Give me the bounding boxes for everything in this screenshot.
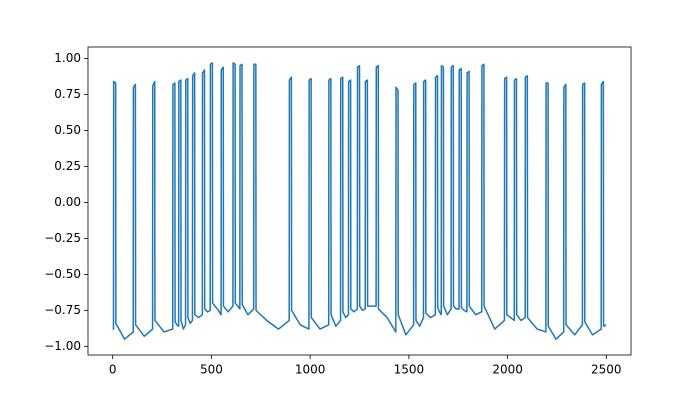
x-tick-label: 1500 xyxy=(394,363,425,377)
x-tick-label: 2000 xyxy=(492,363,523,377)
y-tick-label: 0.25 xyxy=(54,159,81,173)
y-tick-label: −0.75 xyxy=(44,303,81,317)
x-tick-label: 500 xyxy=(200,363,223,377)
y-tick-label: 0.75 xyxy=(54,87,81,101)
y-tick-label: −0.25 xyxy=(44,231,81,245)
y-tick-label: 1.00 xyxy=(54,51,81,65)
y-tick-label: −1.00 xyxy=(44,339,81,353)
y-tick-label: 0.50 xyxy=(54,123,81,137)
y-tick-label: 0.00 xyxy=(54,195,81,209)
axes-frame xyxy=(87,46,632,356)
y-tick-label: −0.50 xyxy=(44,267,81,281)
x-tick-label: 0 xyxy=(109,363,117,377)
x-tick-label: 1000 xyxy=(295,363,326,377)
x-tick-label: 2500 xyxy=(591,363,622,377)
line xyxy=(112,62,607,340)
